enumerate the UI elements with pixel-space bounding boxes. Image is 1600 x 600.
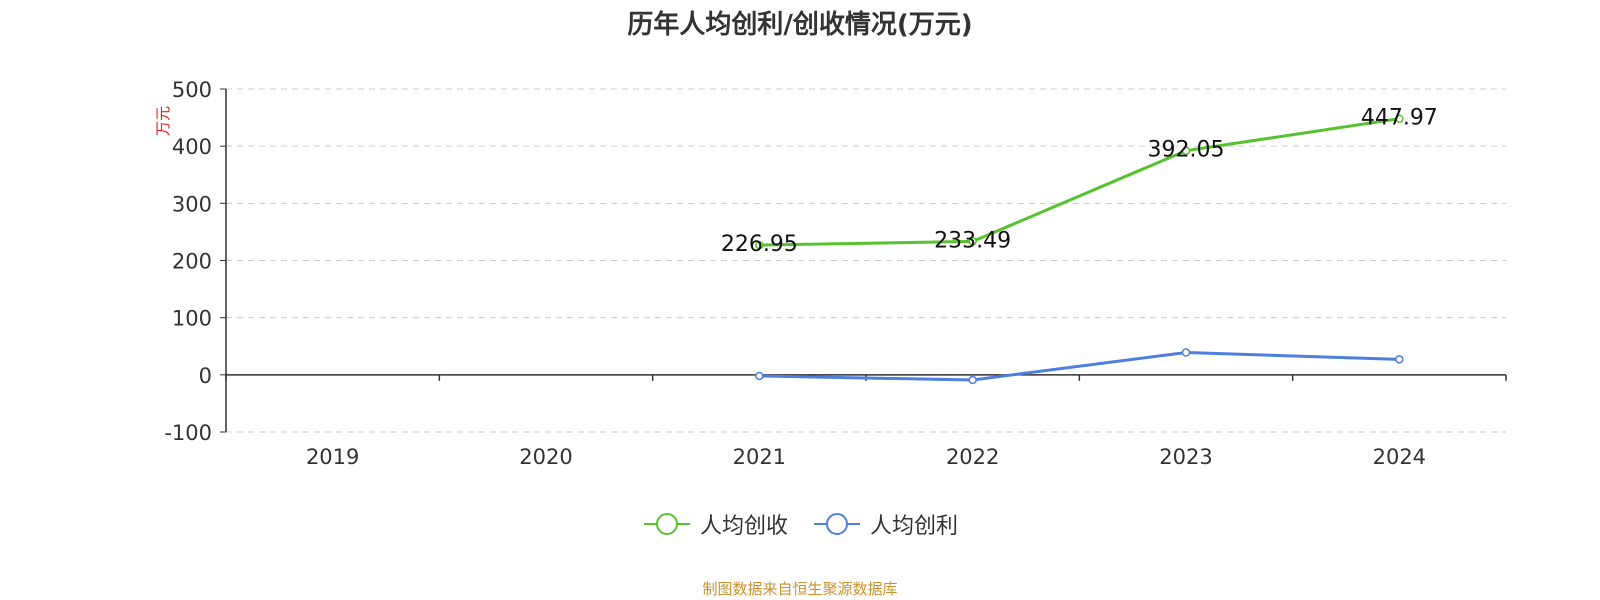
data-point[interactable] <box>1181 348 1191 357</box>
y-axis-label: 万元 <box>154 106 172 136</box>
x-tick-label: 2020 <box>519 445 572 469</box>
legend-line-marker-icon <box>643 513 690 535</box>
y-tick-label: 500 <box>172 78 212 102</box>
data-label: 392.05 <box>1148 138 1225 163</box>
data-label: 233.49 <box>934 228 1011 253</box>
data-labels: 226.95 233.49 392.05 447.97 <box>721 106 1438 257</box>
series-lines <box>755 114 1404 385</box>
legend-label: 人均创收 <box>699 514 788 539</box>
x-tick-label: 2024 <box>1373 445 1426 469</box>
series-line-0 <box>759 117 1400 247</box>
source-note: 制图数据来自恒生聚源数据库 <box>702 580 898 598</box>
x-tick-label: 2022 <box>946 445 999 469</box>
data-point[interactable] <box>755 371 764 381</box>
y-tick-label: 0 <box>199 364 212 388</box>
data-point[interactable] <box>1395 114 1404 123</box>
y-tick-label: 300 <box>172 192 212 216</box>
x-tick-label: 2019 <box>306 445 359 469</box>
y-tick-label: 400 <box>172 135 212 159</box>
x-tick-label: 2021 <box>733 445 786 469</box>
data-point[interactable] <box>1181 146 1191 155</box>
legend-item-profit[interactable]: 人均创利 <box>812 508 958 540</box>
y-tick-label: 200 <box>172 250 212 274</box>
axes: -100 0 100 200 300 400 500 2019 2020 2021 2022 2023… <box>164 78 1507 469</box>
legend-line-marker-icon <box>814 513 860 535</box>
legend-item-revenue[interactable]: 人均创收 <box>642 508 788 540</box>
legend[interactable]: 人均创收 人均创利 <box>0 508 1600 540</box>
data-label: 447.97 <box>1361 106 1438 131</box>
y-tick-label: 100 <box>172 307 212 331</box>
chart-title: 历年人均创利/创收情况(万元) <box>627 10 973 40</box>
data-point[interactable] <box>1395 355 1404 364</box>
data-label: 226.95 <box>721 232 798 257</box>
series-line-1 <box>759 350 1400 382</box>
grid-lines <box>226 88 1506 433</box>
legend-label: 人均创利 <box>870 514 959 539</box>
data-point[interactable] <box>968 237 977 246</box>
data-point[interactable] <box>755 240 764 250</box>
line-chart: -100 0 100 200 300 400 500 2019 2020 2021 2022 2023… <box>154 78 1507 469</box>
x-tick-label: 2023 <box>1159 445 1212 469</box>
y-tick-label: -100 <box>164 421 212 445</box>
data-point[interactable] <box>968 375 977 385</box>
